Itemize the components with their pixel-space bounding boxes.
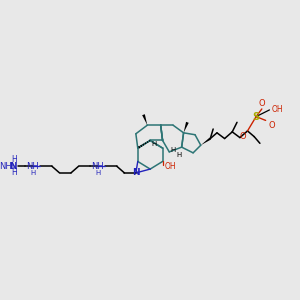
Text: OH: OH <box>164 162 176 171</box>
Text: N: N <box>9 162 16 171</box>
Text: H: H <box>30 170 35 176</box>
Text: N: N <box>132 168 140 177</box>
Text: O: O <box>240 132 247 141</box>
Text: O: O <box>268 122 275 130</box>
Text: S: S <box>253 112 260 122</box>
Text: NH: NH <box>91 162 104 171</box>
Text: H: H <box>95 170 100 176</box>
Text: H: H <box>11 155 16 164</box>
Polygon shape <box>142 114 147 125</box>
Text: H: H <box>11 168 16 177</box>
Text: H: H <box>170 147 176 153</box>
Text: O: O <box>259 99 265 108</box>
Text: H: H <box>151 141 156 147</box>
Text: NH: NH <box>26 162 39 171</box>
Polygon shape <box>201 138 211 145</box>
Polygon shape <box>184 122 189 133</box>
Text: OH: OH <box>272 105 283 114</box>
Text: NH₂: NH₂ <box>0 162 16 171</box>
Text: H: H <box>176 152 182 158</box>
